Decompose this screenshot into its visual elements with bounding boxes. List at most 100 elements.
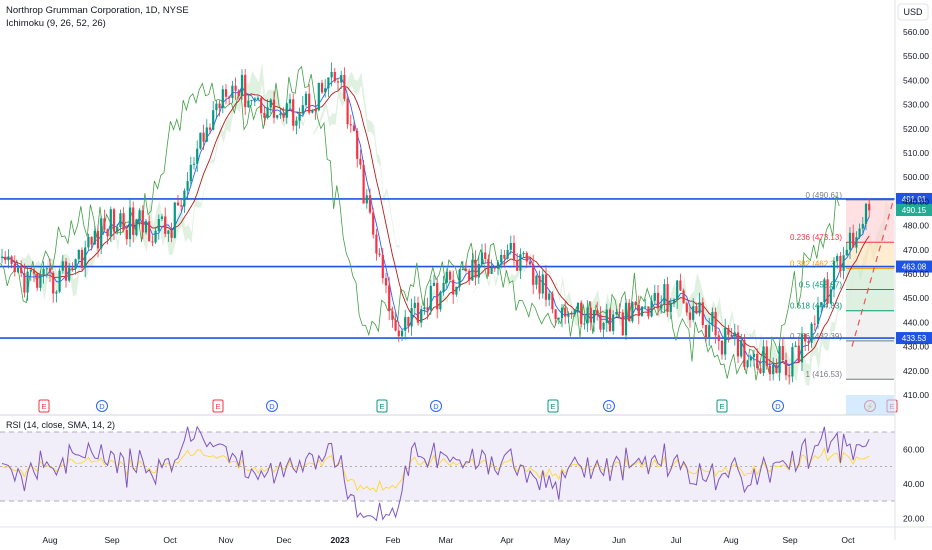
- candle-body: [125, 230, 128, 240]
- fib-level-label: 0.5 (453.57): [799, 281, 842, 290]
- candle-body: [663, 284, 666, 305]
- price-tick-label: 500.00: [903, 172, 929, 182]
- candle-body: [68, 267, 71, 281]
- time-tick-label: Feb: [386, 535, 401, 545]
- time-tick-label: Sep: [104, 535, 119, 545]
- candle-body: [621, 312, 624, 336]
- candle-body: [832, 261, 836, 290]
- candle-body: [522, 252, 525, 255]
- candle-body: [304, 93, 308, 106]
- event-glyph: E: [719, 402, 724, 411]
- candle-body: [727, 327, 730, 335]
- candle-body: [688, 312, 692, 320]
- candle-body: [45, 268, 48, 270]
- fib-zone: [846, 310, 894, 380]
- candle-body: [660, 304, 663, 309]
- candle-body: [839, 255, 842, 271]
- currency-button[interactable]: USD: [897, 3, 929, 21]
- last-price-label: 490.15: [902, 206, 927, 215]
- fibonacci-retracement[interactable]: 0 (490.61) 0.236 (473.13) 0.382 (462.31) 0.…: [790, 191, 894, 380]
- event-glyph: D: [433, 402, 439, 411]
- candle-body: [647, 306, 650, 317]
- candle-body: [410, 308, 413, 327]
- candle-body: [391, 311, 394, 320]
- candle-body: [768, 365, 772, 375]
- candle-body: [432, 282, 436, 286]
- candle-body: [564, 307, 567, 317]
- earnings-marker: [212, 399, 224, 413]
- candle-body: [816, 305, 820, 324]
- candle-body: [720, 340, 724, 355]
- candle-body: [692, 306, 695, 320]
- candle-body: [791, 347, 794, 377]
- candle-body: [605, 309, 608, 324]
- candle-body: [500, 254, 503, 263]
- candle-body: [509, 243, 512, 250]
- rsi-pane: [0, 425, 895, 522]
- candle-body: [234, 85, 237, 91]
- candle-body: [775, 364, 778, 373]
- candle-body: [586, 307, 589, 324]
- candle-body: [807, 341, 810, 343]
- fib-level-label: 1 (416.53): [806, 370, 843, 379]
- candle-body: [759, 368, 762, 374]
- candle-body: [548, 293, 551, 300]
- candle-body: [810, 323, 813, 343]
- candle-body: [554, 309, 557, 320]
- chikou-span: [0, 65, 840, 381]
- candle-body: [714, 311, 717, 336]
- candle-body: [74, 259, 77, 269]
- candle-body: [96, 230, 100, 249]
- candle-body: [464, 269, 468, 271]
- candle-body: [557, 318, 560, 320]
- candle-body: [765, 346, 768, 366]
- candle-body: [138, 210, 141, 220]
- candle-body: [672, 299, 676, 304]
- candle-body: [624, 302, 628, 336]
- projection-lines: [851, 201, 894, 347]
- candle-body: [212, 110, 215, 130]
- event-glyph: D: [269, 402, 275, 411]
- candle-body: [506, 249, 509, 259]
- candle-body: [711, 311, 714, 326]
- candle-body: [640, 306, 644, 316]
- candle-body: [589, 307, 592, 323]
- price-tick-label: 470.00: [903, 245, 929, 255]
- candle-body: [612, 314, 615, 332]
- candle-body: [330, 71, 333, 78]
- candle-body: [84, 247, 87, 268]
- candle-body: [804, 333, 807, 342]
- candle-body: [77, 249, 80, 260]
- candle-body: [42, 268, 45, 275]
- candle-body: [20, 267, 23, 274]
- candle-body: [602, 323, 605, 330]
- candle-body: [93, 230, 96, 245]
- candle-body: [458, 269, 461, 287]
- candle-body: [560, 307, 564, 319]
- candle-body: [544, 274, 548, 300]
- fib-level-label: 0.618 (444.83): [790, 302, 842, 311]
- candle-body: [308, 93, 311, 113]
- candle-body: [845, 249, 848, 256]
- time-tick-label: Sep: [782, 535, 797, 545]
- event-glyph: E: [550, 402, 555, 411]
- candle-body: [695, 306, 698, 314]
- event-glyph: E: [379, 402, 384, 411]
- candle-body: [762, 346, 765, 374]
- candle-body: [55, 291, 58, 294]
- candle-body: [685, 303, 688, 313]
- candle-body: [362, 164, 365, 204]
- candle-body: [192, 163, 196, 165]
- candle-body: [311, 110, 314, 113]
- horizontal-levels[interactable]: 491.01 463.08 433.53 490.15: [0, 192, 932, 345]
- price-tick-label: 440.00: [903, 317, 929, 327]
- candle-body: [772, 364, 775, 375]
- candle-body: [112, 209, 116, 232]
- candle-body: [733, 332, 736, 337]
- candle-body: [813, 323, 816, 325]
- candle-body: [426, 307, 429, 311]
- candle-body: [375, 234, 378, 254]
- candle-body: [13, 263, 16, 273]
